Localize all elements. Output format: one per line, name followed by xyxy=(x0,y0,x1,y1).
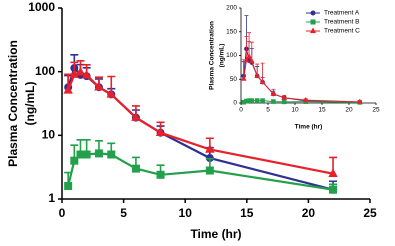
x-tick-label: 0 xyxy=(239,107,243,114)
error-bar xyxy=(247,32,252,57)
marker xyxy=(75,66,86,76)
marker xyxy=(240,75,247,81)
marker xyxy=(94,149,103,158)
marker xyxy=(310,19,316,25)
x-tick-label: 0 xyxy=(59,206,66,220)
legend-label: Treatment A xyxy=(324,10,360,17)
marker xyxy=(246,53,252,59)
marker xyxy=(281,94,288,100)
y-tick-label: 100 xyxy=(35,64,55,78)
legend-label: Treatment B xyxy=(324,19,360,26)
marker xyxy=(205,166,214,175)
marker xyxy=(309,27,317,34)
marker xyxy=(328,168,338,177)
y-axis-label: (ng/mL) xyxy=(23,82,37,126)
marker xyxy=(155,127,166,136)
y-axis-label: (ng/mL) xyxy=(219,44,226,68)
marker xyxy=(248,58,255,64)
y-tick-label: 10 xyxy=(42,128,56,142)
error-bar xyxy=(244,36,249,61)
marker xyxy=(259,78,266,85)
marker xyxy=(63,85,73,94)
marker xyxy=(81,69,92,79)
marker xyxy=(82,150,91,159)
marker xyxy=(329,185,338,194)
x-tick-label: 5 xyxy=(120,206,127,220)
marker xyxy=(131,112,141,121)
marker xyxy=(205,144,215,153)
marker xyxy=(270,90,277,96)
marker xyxy=(254,72,261,78)
x-tick-label: 20 xyxy=(302,206,316,220)
marker xyxy=(106,89,116,98)
x-axis-label: Time (hr) xyxy=(190,227,241,241)
x-axis-label: Time (hr) xyxy=(295,124,323,131)
inset-chart: 0 50 100 150 200 0 5 10 15 20 25 Time (hr) Plasma Co… xyxy=(209,5,380,131)
marker xyxy=(271,99,276,104)
marker xyxy=(243,57,250,63)
marker xyxy=(310,10,316,16)
marker xyxy=(254,98,260,103)
y-tick-label: 150 xyxy=(226,28,237,35)
series-line xyxy=(67,152,334,191)
y-tick-label: 0 xyxy=(233,100,237,107)
marker xyxy=(131,164,140,173)
marker xyxy=(302,96,309,103)
y-tick-label: 100 xyxy=(226,52,237,59)
x-tick-label: 5 xyxy=(266,107,270,114)
y-axis-label: Plasma Concentration xyxy=(209,21,216,90)
y-tick-label: 1000 xyxy=(28,0,55,14)
marker xyxy=(64,182,73,191)
marker xyxy=(94,81,104,91)
marker xyxy=(156,170,165,179)
x-tick-label: 15 xyxy=(318,107,326,114)
x-tick-label: 25 xyxy=(363,206,377,220)
marker xyxy=(249,98,255,103)
x-tick-label: 20 xyxy=(345,107,353,114)
marker xyxy=(70,156,79,165)
y-tick-label: 50 xyxy=(230,76,238,83)
series-line xyxy=(243,48,360,103)
x-tick-label: 15 xyxy=(240,206,254,220)
x-tick-label: 25 xyxy=(372,107,380,114)
marker xyxy=(69,69,80,78)
marker xyxy=(356,98,363,104)
x-tick-label: 10 xyxy=(291,107,299,114)
y-axis-label: Plasma Concentration xyxy=(6,40,20,167)
marker xyxy=(281,99,287,105)
y-tick-label: 1 xyxy=(48,191,55,205)
legend-label: Treatment C xyxy=(324,28,360,35)
x-tick-label: 10 xyxy=(179,206,193,220)
marker xyxy=(260,98,265,103)
marker xyxy=(107,150,116,159)
y-tick-label: 200 xyxy=(226,5,237,12)
